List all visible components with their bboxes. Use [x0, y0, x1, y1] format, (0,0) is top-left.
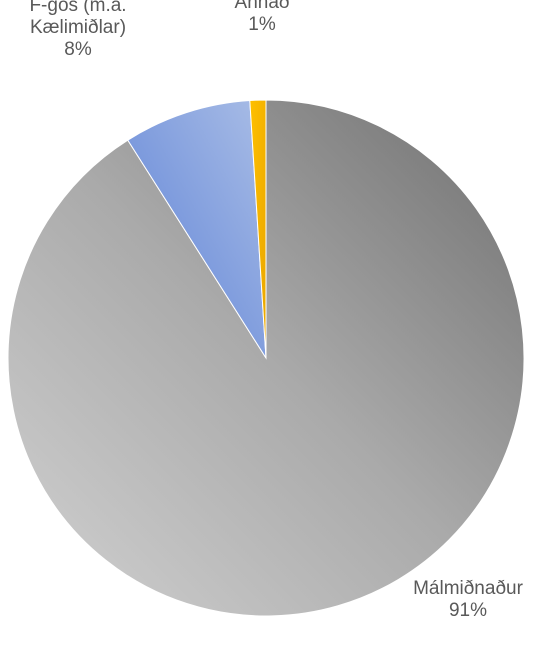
- slice-name: Annað: [235, 0, 290, 13]
- data-label-1: F-gös (m.a. Kælimiðlar) 8%: [29, 0, 126, 60]
- pie-slice-1: [127, 99, 267, 359]
- data-label-2: Annað 1%: [235, 0, 290, 35]
- slice-name: F-gös (m.a.: [29, 0, 126, 16]
- slice-percent: 91%: [449, 600, 487, 621]
- pie-slice-2: [249, 99, 267, 359]
- slice-name: Málmiðnaður: [413, 578, 523, 599]
- slice-percent: 1%: [248, 14, 276, 35]
- slice-name: Kælimiðlar): [30, 17, 126, 38]
- data-label-0: Málmiðnaður 91%: [413, 578, 523, 621]
- slice-percent: 8%: [64, 39, 92, 60]
